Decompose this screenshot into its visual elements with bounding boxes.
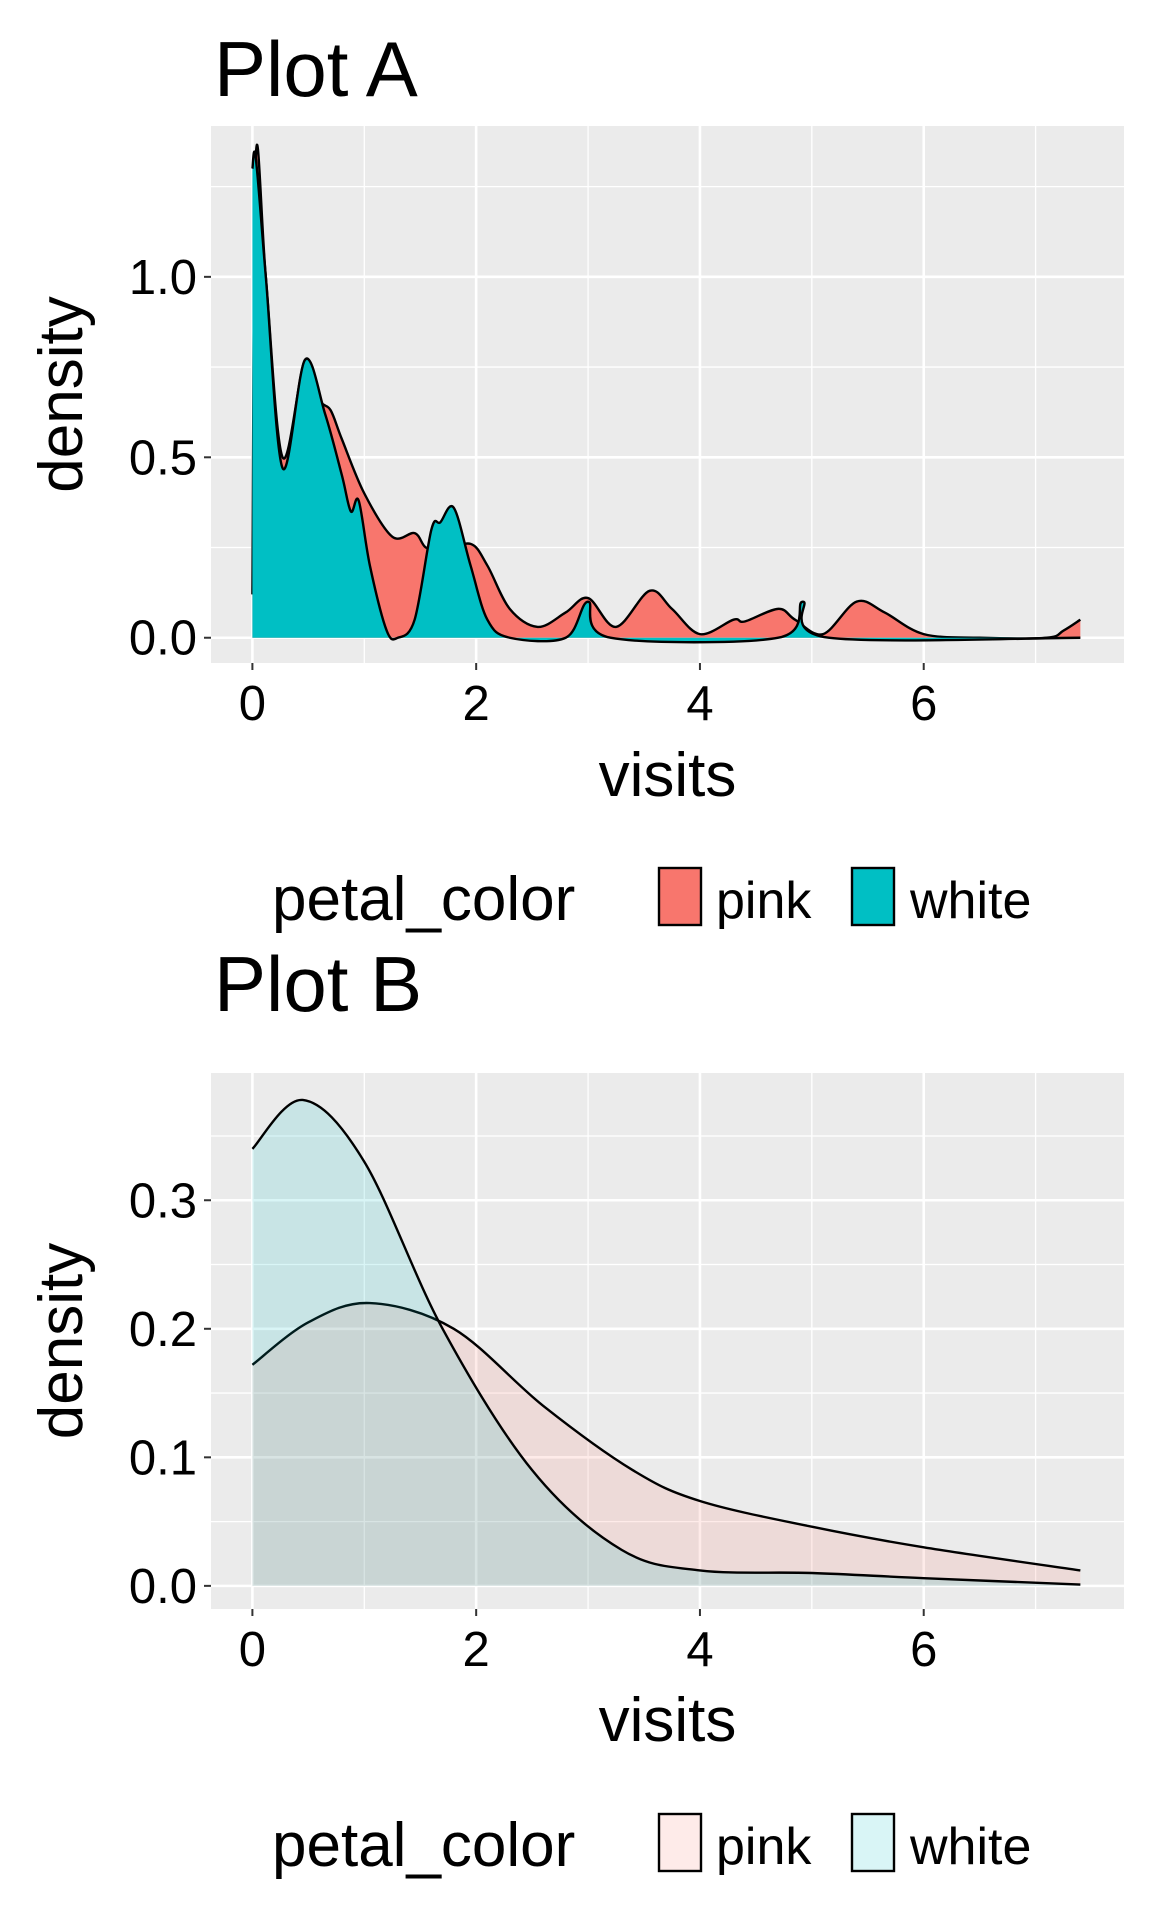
- legend-label-white: white: [909, 872, 1031, 930]
- density-line-white: [251, 150, 1081, 644]
- plot-title: Plot B: [214, 940, 422, 1028]
- legend-key-pink: [659, 1814, 701, 1871]
- x-tick-label: 4: [686, 677, 713, 731]
- legend: petal_color pink white: [272, 1811, 1031, 1880]
- x-axis-label: visits: [599, 741, 737, 810]
- legend-key-white-fill: [850, 866, 896, 927]
- legend-key-pink-fill: [657, 866, 703, 927]
- y-axis-label: density: [27, 296, 96, 492]
- legend-title: petal_color: [272, 865, 575, 934]
- legend-label-white: white: [909, 1818, 1031, 1876]
- plot-1: Plot B 0 2 4 6 0.0 0.1 0.2 0.3 visits density petal…: [27, 940, 1124, 1880]
- density-area-pink: [252, 1303, 1081, 1586]
- density-line-pink: [251, 1301, 1081, 1572]
- x-axis-label: visits: [599, 1686, 737, 1755]
- legend-title: petal_color: [272, 1811, 575, 1880]
- y-tick-label: 0.2: [129, 1303, 197, 1357]
- x-tick-label: 4: [686, 1623, 713, 1677]
- y-tick-label: 0.5: [129, 431, 197, 485]
- x-tick-label: 2: [463, 1623, 490, 1677]
- legend: petal_color pink white: [272, 865, 1031, 934]
- x-tick-label: 2: [463, 677, 490, 731]
- plot-title: Plot A: [214, 25, 418, 113]
- legend-key-white: [852, 1814, 894, 1871]
- y-tick-label: 0.1: [129, 1431, 197, 1485]
- legend-key-white-fill: [850, 1812, 896, 1873]
- y-tick-label: 1.0: [129, 251, 197, 305]
- x-tick-label: 6: [910, 1623, 937, 1677]
- y-tick-label: 0.0: [129, 612, 197, 666]
- x-tick-label: 6: [910, 677, 937, 731]
- plot-0: Plot A 0 2 4 6 0.0 0.5 1.0 visits density petal_co…: [27, 25, 1124, 934]
- density-area-white: [252, 1099, 1081, 1586]
- density-area-white: [252, 151, 1081, 643]
- panel-background: [211, 1073, 1124, 1609]
- x-tick-label: 0: [239, 677, 266, 731]
- x-tick-label: 0: [239, 1623, 266, 1677]
- legend-key-pink-fill: [657, 1812, 703, 1873]
- y-axis-label: density: [27, 1243, 96, 1439]
- legend-label-pink: pink: [716, 872, 812, 930]
- density-line-white: [251, 1098, 1081, 1586]
- y-tick-label: 0.3: [129, 1174, 197, 1228]
- legend-label-pink: pink: [716, 1818, 812, 1876]
- y-tick-label: 0.0: [129, 1560, 197, 1614]
